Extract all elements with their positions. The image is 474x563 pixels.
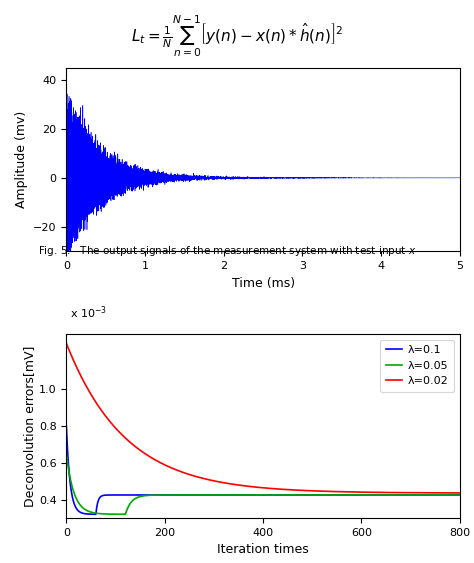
λ=0.02 bbox=[255, 484, 261, 491]
λ=0.1 bbox=[446, 491, 451, 498]
X-axis label: Iteration times: Iteration times bbox=[217, 543, 309, 556]
Line: λ=0.1: λ=0.1 bbox=[66, 426, 460, 514]
λ=0.1 bbox=[93, 511, 99, 517]
Text: Fig. 5.   The output signals of the measurement system with test input $x$: Fig. 5. The output signals of the measur… bbox=[38, 244, 416, 257]
λ=0.05 bbox=[122, 511, 128, 517]
λ=0.05 bbox=[83, 507, 89, 513]
λ=0.02 bbox=[245, 483, 250, 490]
Text: $L_t = \frac{1}{N}\sum_{n=0}^{N-1}\left[y(n) - x(n)*\hat{h}(n)\right]^2$: $L_t = \frac{1}{N}\sum_{n=0}^{N-1}\left[… bbox=[131, 14, 343, 59]
λ=0.05 bbox=[245, 491, 250, 498]
λ=0.02 bbox=[446, 490, 451, 497]
Line: λ=0.05: λ=0.05 bbox=[66, 454, 460, 514]
λ=0.05 bbox=[446, 491, 451, 498]
λ=0.02 bbox=[374, 489, 379, 496]
λ=0.02 bbox=[457, 490, 463, 497]
Legend: λ=0.1, λ=0.05, λ=0.02: λ=0.1, λ=0.05, λ=0.02 bbox=[380, 339, 454, 392]
X-axis label: Time (ms): Time (ms) bbox=[231, 276, 295, 290]
λ=0.1 bbox=[446, 491, 451, 498]
λ=0.02 bbox=[446, 490, 451, 497]
λ=0.1 bbox=[64, 423, 69, 430]
Y-axis label: Deconvolution errors[mV]: Deconvolution errors[mV] bbox=[23, 345, 36, 507]
λ=0.1 bbox=[245, 491, 250, 498]
λ=0.1 bbox=[374, 491, 379, 498]
Text: x 10$^{-3}$: x 10$^{-3}$ bbox=[70, 305, 108, 321]
λ=0.1 bbox=[255, 491, 261, 498]
λ=0.1 bbox=[83, 511, 89, 517]
λ=0.05 bbox=[446, 491, 451, 498]
λ=0.05 bbox=[457, 491, 463, 498]
λ=0.1 bbox=[457, 491, 463, 498]
Line: λ=0.02: λ=0.02 bbox=[66, 343, 460, 493]
λ=0.02 bbox=[83, 383, 89, 390]
λ=0.05 bbox=[64, 450, 69, 457]
Y-axis label: Amplitude (mv): Amplitude (mv) bbox=[15, 111, 27, 208]
λ=0.02 bbox=[64, 340, 69, 347]
λ=0.05 bbox=[255, 491, 261, 498]
λ=0.05 bbox=[374, 491, 379, 498]
